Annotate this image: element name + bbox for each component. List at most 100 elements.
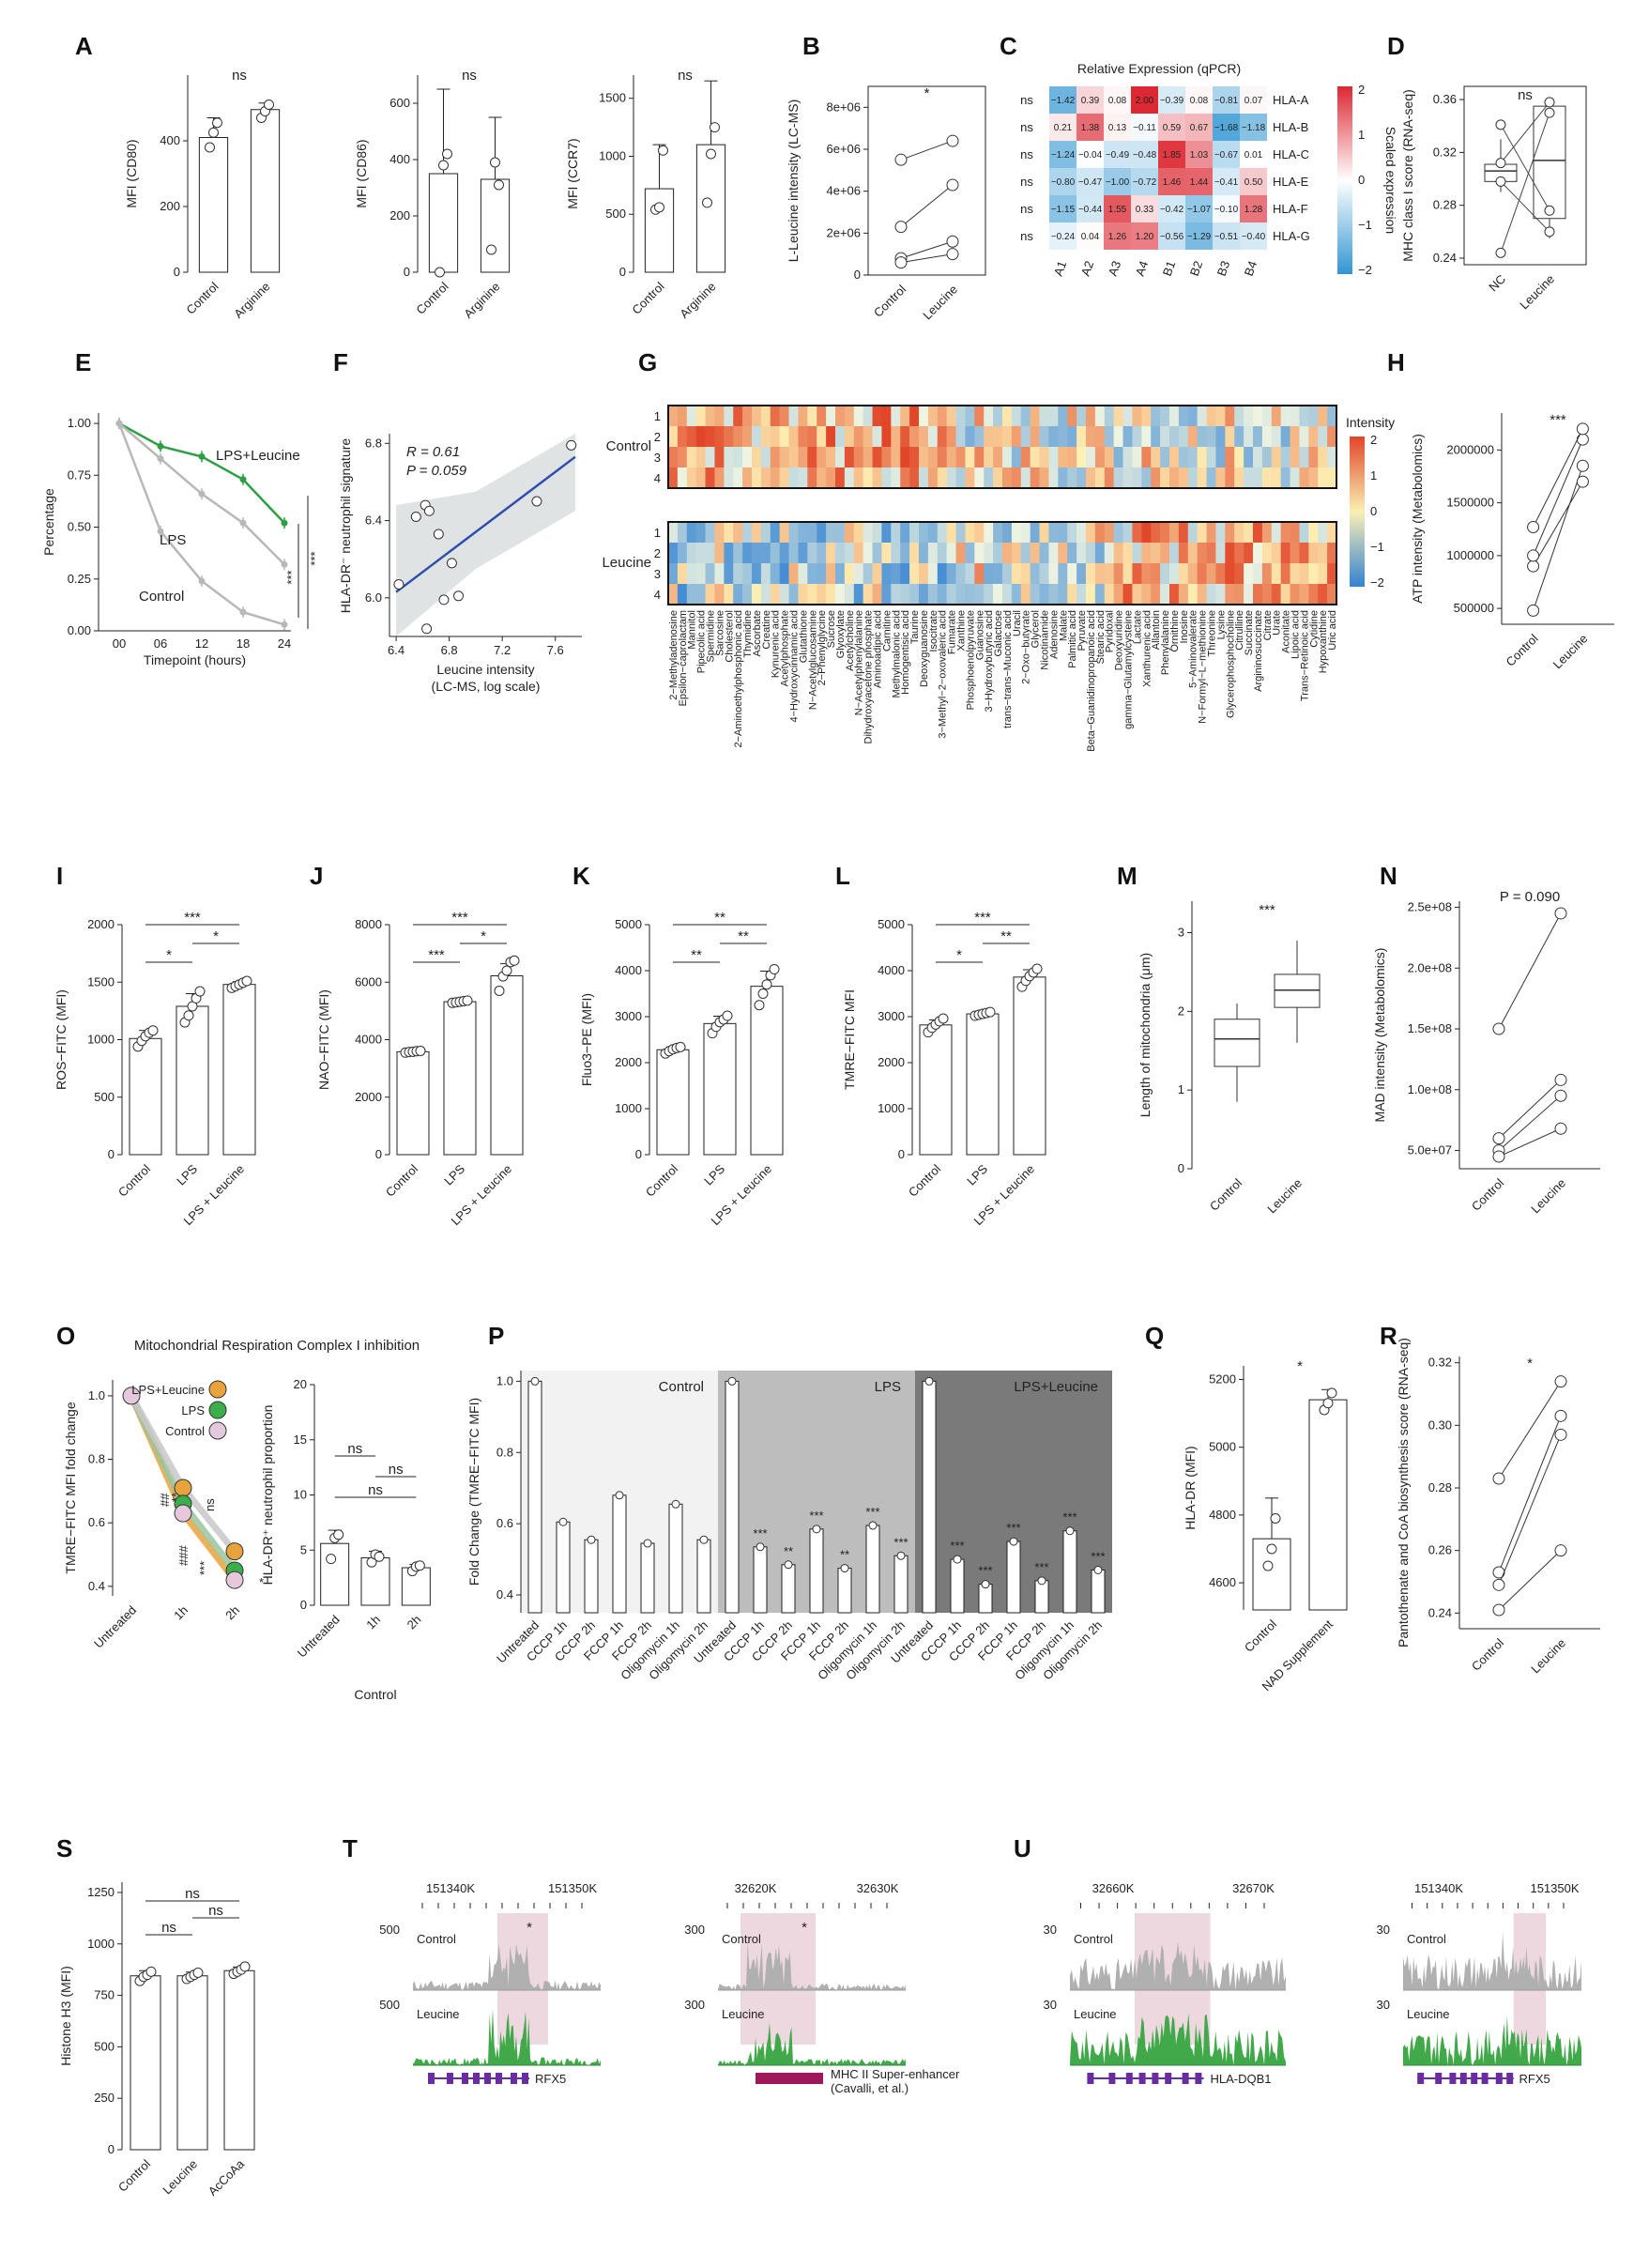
panel-g-cell [1030,563,1040,584]
panel-g-cell [1261,543,1273,563]
panel-g-cell [742,522,753,543]
panel-p-bar [527,1380,542,1614]
panel-o2-x-tick-label: Untreated [295,1613,343,1661]
panel-g-cell [788,563,799,584]
panel-c-cell [1076,86,1104,114]
panel-g-cell [1086,426,1096,447]
panel-g-cell [1160,426,1170,447]
panel-g-col-label: Urate [1272,610,1283,636]
panel-g-col-label: Lactate [1132,610,1143,644]
panel-k-y-tick-label: 3000 [615,1009,642,1023]
panel-g-cell [1030,467,1040,488]
panel-g-cell [900,447,910,467]
panel-m-box [1214,1019,1260,1067]
panel-g-cell [835,467,846,488]
panel-c-row-sig: ns [1020,147,1033,161]
panel-g-cell [705,406,715,426]
panel-g-cell [1058,522,1068,543]
panel-g-cell [1327,543,1337,563]
panel-g-cell [714,406,725,426]
panel-c-col-label: B3 [1214,259,1233,278]
panel-g-cell [927,467,939,488]
panel-o1-y-label: TMRE−FITC MFI fold change [63,1402,78,1573]
panel-o1-point [225,1571,244,1589]
panel-d-pair-line [1500,112,1550,253]
panel-g-cell [733,584,743,605]
panel-g-cell [1132,447,1142,467]
panel-g-cell [686,406,696,426]
panel-c-cell [1213,195,1240,222]
panel-b-point [946,134,959,147]
panel-g-cell [677,406,688,426]
panel-g-cell [891,584,901,605]
panel-u1-track-area [1070,1941,1286,1990]
panel-c-cell [1240,195,1267,222]
panel-u2-track-area [1403,2015,1581,2065]
panel-g-cell [1067,406,1077,426]
panel-p-sig-label: *** [1062,1510,1076,1525]
panel-g-cell [1290,406,1300,426]
panel-u2-scale-label: 30 [1377,1923,1390,1937]
panel-g-cell [1122,543,1133,563]
panel-c-cell [1158,86,1185,114]
panel-g-cell [1104,563,1114,584]
panel-u1-scale-label: 30 [1044,1923,1057,1937]
panel-g-cell [1132,584,1142,605]
panel-g-cell [984,467,994,488]
panel-r-pair-line [1498,1381,1562,1479]
panel-g-cell [1011,522,1022,543]
panel-g-cell [1234,447,1244,467]
panel-p-y-tick-label: 0.4 [496,1587,513,1601]
panel-g-cell [1225,426,1235,447]
panel-letter-u: U [1014,1834,1031,1862]
panel-b-y-tick-label: 0 [854,268,861,282]
panel-g-cell [1178,563,1189,584]
panel-g-cell [1122,447,1133,467]
panel-g-cell [1160,584,1170,605]
panel-t2-coord-label: 32630K [857,1881,899,1895]
panel-a2-point [494,179,504,191]
panel-o2-sig-label: ns [368,1482,383,1498]
panel-g-cell [1178,426,1189,447]
panel-h-point [1527,604,1540,617]
panel-c-cell [1158,114,1185,141]
panel-o1-sig-label: ### [176,1545,191,1566]
panel-c-row-label: HLA-C [1273,147,1309,161]
panel-g-cell [1187,406,1198,426]
panel-c-row-label: HLA-B [1273,120,1308,134]
panel-d-point [1544,226,1555,238]
panel-g-col-label: Citrate [1262,610,1274,640]
panel-g-cell [760,406,771,426]
panel-e-series-label: LPS [160,532,186,548]
panel-c-cell [1213,141,1240,168]
panel-g-cell [1086,522,1096,543]
panel-h-y-label: ATP intensity (Metabolomics) [1410,434,1425,604]
panel-g-col-label: Carnitine [881,610,893,651]
panel-g-cell [752,447,762,467]
panel-g-cell [742,563,753,584]
panel-g-cell [1178,522,1189,543]
panel-c-col-label: A3 [1106,259,1124,278]
panel-g-col-label: Homogentisic acid [900,610,911,695]
panel-p-sig-label: ** [840,1548,849,1562]
panel-g-cell [1187,426,1198,447]
panel-g-cell [937,563,947,584]
panel-j-y-tick-label: 2000 [355,1090,382,1104]
panel-c-cell [1104,86,1131,114]
panel-o1-sig-label: ns [203,1498,217,1511]
panel-g-cell [1169,406,1180,426]
panel-t1-exon [428,2073,435,2084]
panel-g-cell [817,467,827,488]
panel-g-cell [695,406,706,426]
panel-i-bar [129,1037,162,1156]
panel-n-pair-line [1498,1080,1562,1139]
panel-g-cell [1122,584,1133,605]
panel-i-y-tick-label: 0 [108,1147,115,1161]
panel-g-cell [1132,543,1142,563]
panel-a2-point [486,244,496,255]
panel-t1-exon [511,2073,517,2084]
panel-g-cell [1058,406,1068,426]
panel-g-col-label: Cholesterol [724,610,735,663]
panel-g-cell [798,447,808,467]
panel-u1-exon [1108,2073,1116,2084]
